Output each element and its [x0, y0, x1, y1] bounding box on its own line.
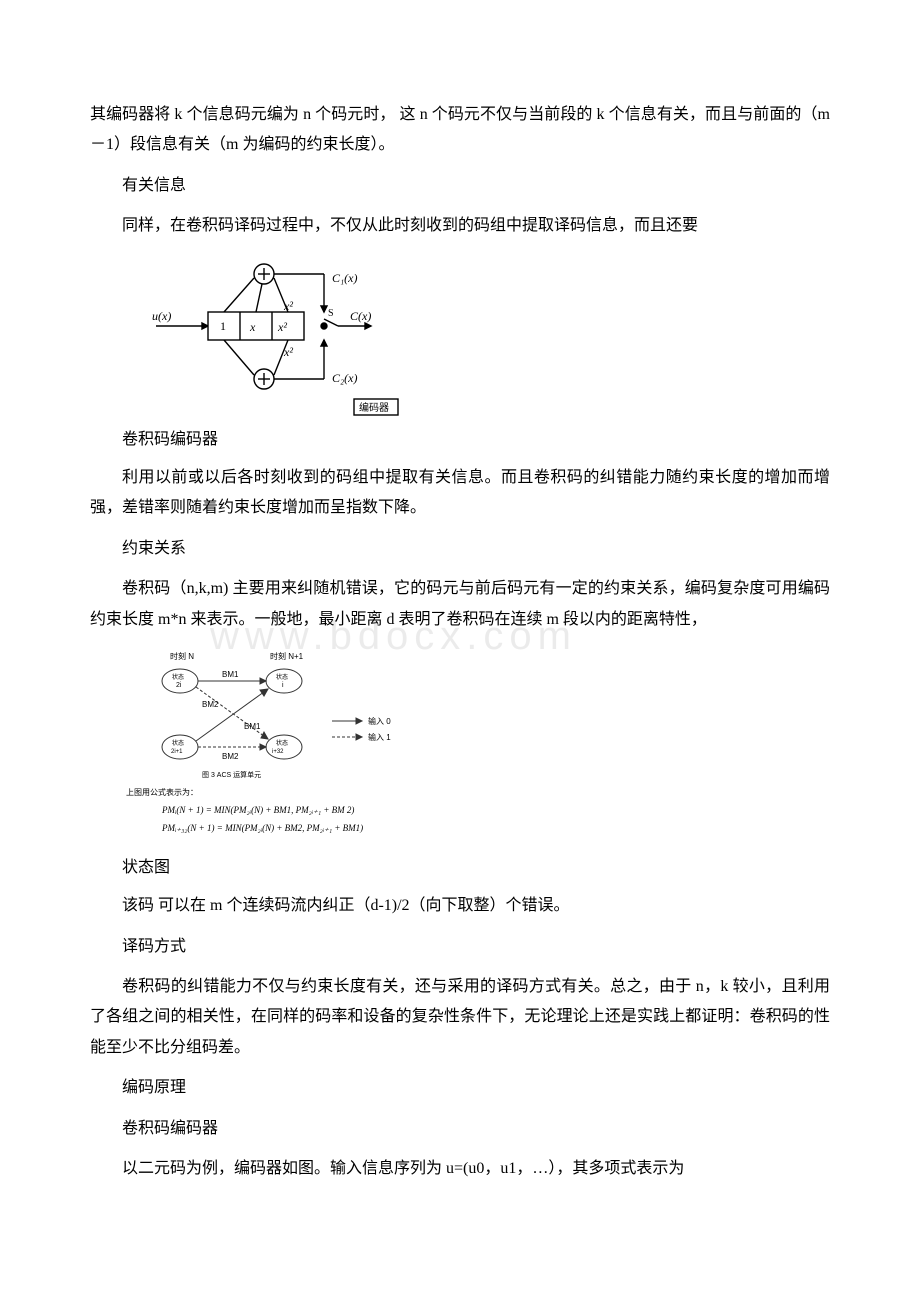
- svg-text:输入 1: 输入 1: [368, 732, 391, 742]
- svg-text:PMᵢ(N + 1) = MIN(PM₂ᵢ(N) + BM1: PMᵢ(N + 1) = MIN(PM₂ᵢ(N) + BM1, PM₂ᵢ₊₁ +…: [161, 805, 354, 815]
- svg-text:2i: 2i: [176, 682, 182, 689]
- svg-text:i+32: i+32: [272, 749, 284, 755]
- svg-text:1: 1: [220, 319, 226, 333]
- svg-text:状态: 状态: [276, 673, 288, 681]
- svg-text:x: x: [249, 320, 256, 334]
- paragraph-err-correction: 利用以前或以后各时刻收到的码组中提取有关信息。而且卷积码的纠错能力随约束长度的增…: [90, 463, 830, 524]
- svg-text:BM2: BM2: [202, 700, 219, 709]
- paragraph-decode: 卷积码的纠错能力不仅与约束长度有关，还与采用的译码方式有关。总之，由于 n，k …: [90, 972, 830, 1063]
- svg-text:u(x): u(x): [152, 309, 171, 323]
- svg-text:PMᵢ₊₃₂(N + 1) = MIN(PM₂ᵢ(N) +: PMᵢ₊₃₂(N + 1) = MIN(PM₂ᵢ(N) + BM2, PM₂ᵢ₊…: [161, 823, 363, 833]
- paragraph-lead: 其编码器将 k 个信息码元编为 n 个码元时， 这 n 个码元不仅与当前段的 k…: [90, 100, 830, 161]
- svg-text:2i+1: 2i+1: [171, 749, 183, 755]
- svg-text:x²: x²: [277, 320, 287, 334]
- svg-text:BM1: BM1: [222, 670, 239, 679]
- heading-encoder: 卷积码编码器: [90, 1114, 830, 1144]
- svg-text:状态: 状态: [276, 739, 288, 747]
- paragraph-decode-intro: 同样，在卷积码译码过程中，不仅从此时刻收到的码组中提取译码信息，而且还要: [90, 211, 830, 241]
- svg-text:图 3 ACS 运算单元: 图 3 ACS 运算单元: [202, 770, 261, 779]
- heading-related-info: 有关信息: [90, 171, 830, 201]
- paragraph-binary: 以二元码为例，编码器如图。输入信息序列为 u=(u0，u1，…），其多项式表示为: [90, 1154, 830, 1184]
- svg-text:C₂(x): C₂(x): [332, 371, 358, 385]
- state-svg: 时刻 N 时刻 N+1 状态 2i 状态 2i+1 状态 i 状态 i+32 B…: [122, 647, 442, 847]
- svg-text:编码器: 编码器: [359, 401, 389, 414]
- heading-encode: 编码原理: [90, 1073, 830, 1103]
- heading-decode: 译码方式: [90, 932, 830, 962]
- svg-text:C(x): C(x): [350, 309, 371, 323]
- figure-encoder: u(x) 1 x x² x² x² C₁(x): [90, 254, 830, 419]
- svg-text:状态: 状态: [172, 739, 184, 747]
- svg-text:BM1: BM1: [244, 722, 261, 731]
- svg-text:BM2: BM2: [222, 752, 239, 761]
- paragraph-constraint: 卷积码（n,k,m) 主要用来纠随机错误，它的码元与前后码元有一定的约束关系，编…: [90, 574, 830, 635]
- paragraph-correct: 该码 可以在 m 个连续码流内纠正（d-1)/2（向下取整）个错误。: [90, 891, 830, 921]
- svg-text:C₁(x): C₁(x): [332, 271, 358, 285]
- caption-encoder: 卷积码编码器: [90, 425, 830, 455]
- figure-state: 时刻 N 时刻 N+1 状态 2i 状态 2i+1 状态 i 状态 i+32 B…: [122, 647, 830, 847]
- svg-text:上图用公式表示为：: 上图用公式表示为：: [126, 787, 198, 797]
- heading-constraint: 约束关系: [90, 534, 830, 564]
- svg-text:状态: 状态: [172, 673, 184, 681]
- svg-text:时刻 N+1: 时刻 N+1: [270, 651, 304, 661]
- svg-text:时刻 N: 时刻 N: [170, 651, 194, 661]
- encoder-svg: u(x) 1 x x² x² x² C₁(x): [146, 254, 406, 419]
- svg-text:S: S: [328, 308, 334, 319]
- caption-state: 状态图: [90, 853, 830, 883]
- svg-text:输入 0: 输入 0: [368, 716, 391, 726]
